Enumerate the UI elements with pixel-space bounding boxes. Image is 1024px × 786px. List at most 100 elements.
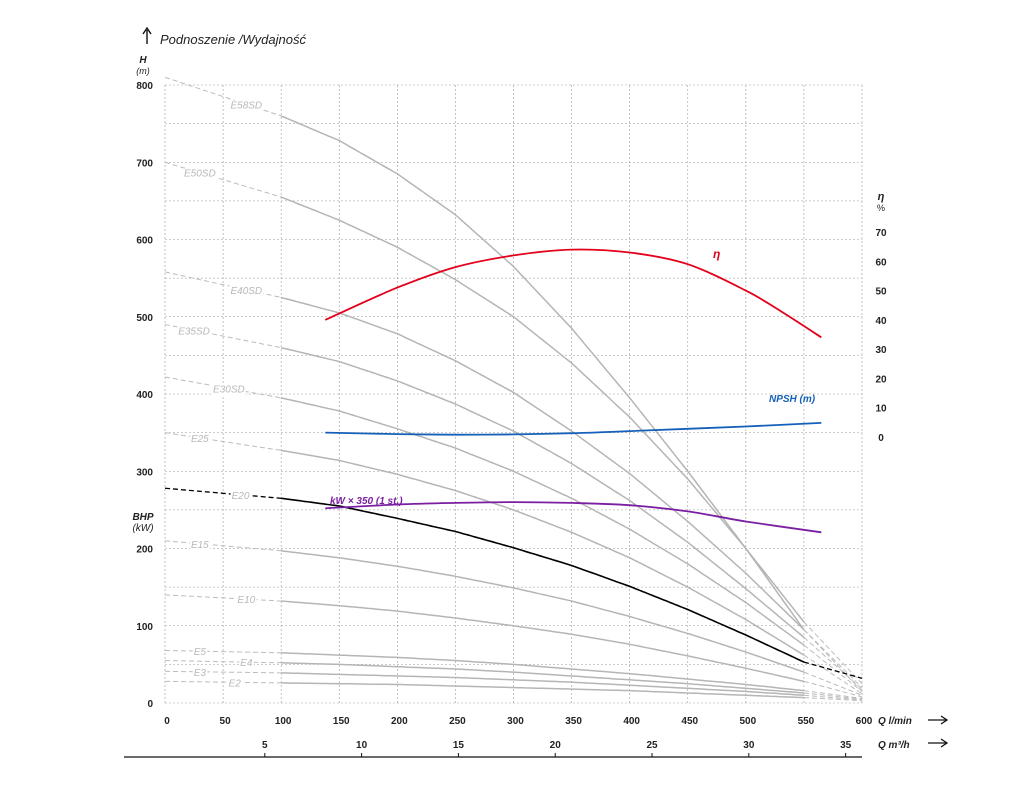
label-halo — [229, 100, 264, 112]
series-e3-dashed-start — [164, 670, 282, 674]
secondary-x-tick-label: 35 — [840, 740, 852, 751]
series-label-e2: E2 — [229, 678, 242, 689]
series-e50sd-line — [280, 196, 805, 623]
right-tick-label: 10 — [875, 404, 887, 415]
arrow-right-icon — [928, 715, 949, 725]
label-halo — [192, 647, 208, 659]
series-label-e15: E15 — [191, 540, 209, 551]
series-label-e25: E25 — [191, 434, 209, 445]
arrow-right-icon — [928, 738, 949, 748]
series-e58sd-line — [280, 115, 805, 631]
series-label-e10: E10 — [237, 595, 255, 606]
series--line — [324, 248, 822, 339]
series-e30sd-line — [281, 397, 805, 646]
x-tick-label: 200 — [391, 716, 408, 727]
series-e2-dashed-start — [164, 680, 282, 684]
x-tick-label: 100 — [275, 716, 292, 727]
right-tick-label: 30 — [875, 345, 887, 356]
left-axis-unit: (m) — [136, 66, 150, 76]
series-e50sd-dashed-end — [803, 621, 863, 685]
x-tick-label: 600 — [856, 716, 873, 727]
series-npsh-m-line — [325, 422, 822, 436]
series-e35sd-dashed-end — [803, 636, 863, 690]
series-label-e30sd: E30SD — [213, 384, 245, 395]
series-e5-dashed-end — [803, 690, 863, 699]
x-tick-label: 350 — [565, 716, 582, 727]
secondary-x-tick-label: 15 — [453, 740, 465, 751]
series-e20-line — [281, 497, 805, 663]
series-label-e35sd: E35SD — [178, 326, 210, 337]
secondary-x-axis-ticks: 5 10 15 20 25 30 35 — [262, 740, 852, 757]
right-axis-ticks: 0 10 20 30 40 50 60 70 — [875, 228, 887, 444]
series-e10-line — [281, 600, 805, 683]
x-tick-label: 50 — [220, 716, 232, 727]
series-e40sd-line — [280, 296, 805, 631]
left-axis-label: H — [139, 55, 147, 66]
series-label-e20: E20 — [232, 491, 250, 502]
power-annotation: kW × 350 (1 st.) — [330, 496, 403, 507]
y-tick-label: 800 — [136, 81, 153, 92]
label-halo — [227, 678, 243, 690]
series-e58sd-dashed-start — [164, 76, 282, 117]
series-e3-line — [281, 672, 804, 697]
secondary-x-axis-label: Q m³/h — [878, 740, 910, 751]
series-e25-line — [281, 449, 805, 656]
series-group: E58SD E50SD E40SD E35SD E30SD E25 E20 E15 E10 E5 E… — [164, 76, 863, 702]
label-halo — [230, 490, 251, 502]
label-halo — [177, 326, 211, 338]
chart-header: Podnoszenie /Wydajność — [142, 26, 306, 47]
x-axis-ticks: 0 50 100 150 200 250 300 350 400 450 500 550 600 — [164, 716, 873, 727]
right-tick-label: 60 — [875, 257, 887, 268]
x-tick-label: 300 — [507, 716, 524, 727]
secondary-x-tick-label: 20 — [550, 740, 562, 751]
chart-title: Podnoszenie /Wydajność — [160, 32, 306, 47]
right-axis-label: η — [878, 191, 885, 203]
y-tick-label: 100 — [136, 622, 153, 633]
series-label-e4: E4 — [240, 658, 253, 669]
series-e35sd-line — [281, 346, 805, 638]
series-e58sd-dashed-end — [803, 629, 863, 692]
series-e30sd-dashed-end — [803, 644, 863, 692]
series-label-e50sd: E50SD — [184, 169, 216, 180]
label-halo — [189, 539, 211, 551]
npsh-annotation: NPSH (m) — [769, 394, 816, 405]
y-tick-label: 500 — [136, 313, 153, 324]
series-e25-dashed-end — [803, 654, 863, 695]
y-tick-label: 400 — [136, 390, 153, 401]
secondary-x-tick-label: 5 — [262, 740, 268, 751]
series-kw-350-1-st-line — [325, 501, 822, 534]
series-e2-dashed-end — [803, 697, 863, 702]
y-axis-ticks: 0 100 200 300 400 500 600 700 800 — [136, 81, 153, 710]
x-tick-label: 450 — [681, 716, 698, 727]
y-tick-label: 0 — [147, 699, 153, 710]
right-axis-unit: % — [877, 203, 885, 213]
label-halo — [183, 168, 217, 180]
y-tick-label: 200 — [136, 545, 153, 556]
series-e5-dashed-start — [164, 650, 282, 654]
series-e2-line — [281, 682, 804, 699]
series-e20-dashed-end — [803, 661, 863, 679]
label-halo — [239, 658, 254, 670]
right-tick-label: 40 — [875, 316, 887, 327]
y-tick-label: 300 — [136, 467, 153, 478]
secondary-x-tick-label: 30 — [743, 740, 755, 751]
bhp-axis-label: BHP — [132, 512, 153, 523]
series-e15-dashed-start — [164, 540, 282, 552]
series-e25-dashed-start — [164, 432, 282, 451]
label-halo — [212, 384, 246, 396]
x-tick-label: 150 — [333, 716, 350, 727]
series-e10-dashed-end — [803, 680, 863, 698]
arrow-up-icon — [142, 26, 152, 44]
label-halo — [229, 285, 264, 297]
series-e4-line — [281, 662, 804, 694]
right-tick-label: 20 — [875, 374, 887, 385]
secondary-x-tick-label: 25 — [646, 740, 658, 751]
series-e3-dashed-end — [803, 694, 863, 701]
series-e4-dashed-end — [803, 692, 863, 700]
series-label-e40sd: E40SD — [230, 286, 262, 297]
x-axis-label: Q l/min — [878, 716, 912, 727]
label-halo — [192, 667, 208, 679]
label-halo — [189, 433, 211, 445]
series-e5-line — [281, 652, 804, 692]
